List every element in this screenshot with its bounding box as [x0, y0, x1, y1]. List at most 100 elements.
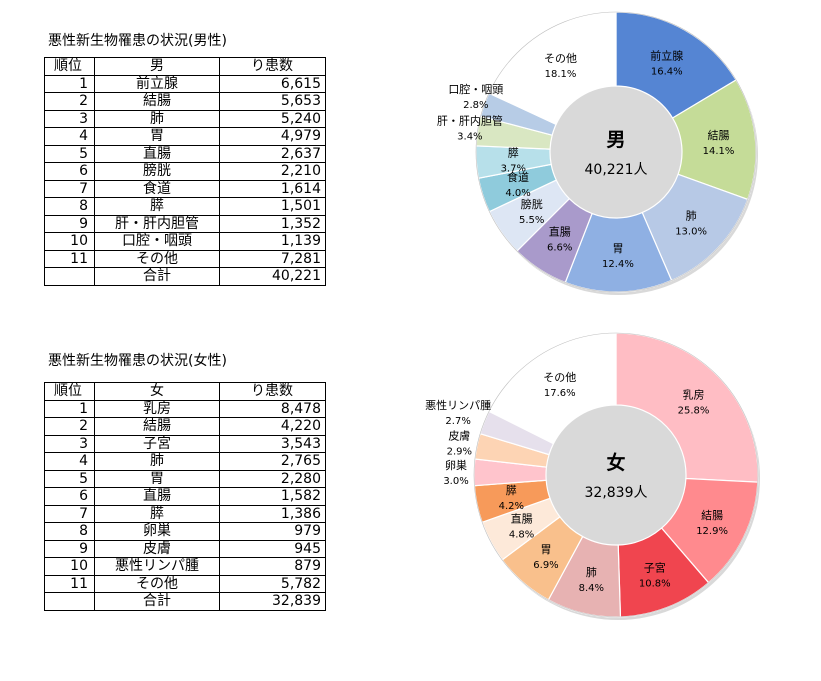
count-cell: 2,280 [219, 469, 326, 488]
table-total-row: 合計 40,221 [44, 267, 326, 286]
slice-label-3: 胃 [612, 242, 623, 255]
header-name: 女 [94, 382, 220, 401]
table-row: 3 肺 5,240 [44, 109, 326, 128]
site-cell: 膀胱 [94, 162, 220, 181]
count-cell: 1,352 [219, 214, 326, 233]
slice-value-6: 4.0% [505, 188, 530, 199]
slice-label-0: 前立腺 [650, 48, 683, 62]
table-row: 1 前立腺 6,615 [44, 74, 326, 93]
slice-value-4: 6.6% [547, 242, 572, 253]
slice-value-10: 17.6% [544, 388, 576, 399]
site-cell: 前立腺 [94, 74, 220, 93]
female-donut-chart: 女 32,839人 乳房 25.8% 結腸 12.9% 子宮 10.8% 肺 8.4% 胃 6.9% 直… [425, 332, 760, 620]
count-cell: 1,139 [219, 232, 326, 251]
table-row: 11 その他 5,782 [44, 574, 326, 593]
slice-value-7: 3.7% [501, 163, 526, 174]
slice-value-8: 2.9% [447, 447, 472, 458]
site-cell: その他 [94, 249, 220, 268]
site-cell: 結腸 [94, 92, 220, 111]
count-cell: 2,637 [219, 144, 326, 163]
slice-label-9: 口腔・咽頭 [448, 82, 503, 96]
slice-label-0: 乳房 [683, 388, 705, 401]
rank-cell: 11 [44, 249, 95, 268]
slice-value-5: 5.5% [519, 215, 544, 226]
rank-cell: 10 [44, 232, 95, 251]
site-cell: その他 [94, 574, 220, 593]
slice-value-6: 4.2% [499, 501, 524, 512]
count-cell: 1,614 [219, 179, 326, 198]
rank-cell: 3 [44, 109, 95, 128]
count-cell: 4,220 [219, 417, 326, 436]
count-cell: 8,478 [219, 399, 326, 418]
slice-value-10: 18.1% [545, 69, 577, 80]
slice-label-3: 肺 [586, 566, 597, 579]
count-cell: 5,653 [219, 92, 326, 111]
rank-cell: 10 [44, 557, 95, 576]
slice-label-2: 子宮 [644, 561, 666, 575]
count-cell: 1,501 [219, 197, 326, 216]
site-cell: 膵 [94, 197, 220, 216]
slice-label-2: 肺 [686, 210, 697, 223]
donut-center-value: 40,221人 [585, 162, 648, 178]
count-cell: 945 [219, 539, 326, 558]
table-row: 8 卵巣 979 [44, 522, 326, 541]
site-cell: 乳房 [94, 399, 220, 418]
header-rank: 順位 [44, 382, 95, 401]
count-cell: 7,281 [219, 249, 326, 268]
table-row: 2 結腸 5,653 [44, 92, 326, 111]
slice-value-5: 4.8% [509, 529, 534, 540]
slice-label-4: 直腸 [549, 224, 571, 238]
donut-center-label: 男 [606, 129, 625, 151]
table-row: 5 胃 2,280 [44, 469, 326, 488]
rank-cell [44, 267, 95, 286]
rank-cell: 1 [44, 74, 95, 93]
count-cell: 1,582 [219, 487, 326, 506]
table-row: 4 肺 2,765 [44, 452, 326, 471]
slice-label-10: その他 [543, 371, 576, 384]
slice-label-4: 胃 [540, 543, 551, 556]
count-cell: 5,240 [219, 109, 326, 128]
male-table-title: 悪性新生物罹患の状況(男性) [48, 33, 227, 49]
site-cell: 胃 [94, 127, 220, 146]
rank-cell: 7 [44, 179, 95, 198]
slice-label-8: 肝・肝内胆管 [437, 113, 503, 127]
count-cell: 4,979 [219, 127, 326, 146]
site-cell: 肺 [94, 109, 220, 128]
table-row: 2 結腸 4,220 [44, 417, 326, 436]
table-header-row: 順位 男 り患数 [44, 57, 326, 76]
slice-value-3: 12.4% [602, 259, 634, 270]
table-row: 4 胃 4,979 [44, 127, 326, 146]
slice-label-6: 膵 [506, 484, 517, 497]
table-row: 7 食道 1,614 [44, 179, 326, 198]
total-label: 合計 [94, 592, 220, 611]
slice-label-8: 皮膚 [448, 429, 470, 443]
slice-value-1: 12.9% [696, 526, 728, 537]
table-row: 10 悪性リンパ腫 879 [44, 557, 326, 576]
slice-value-8: 3.4% [457, 131, 482, 142]
site-cell: 胃 [94, 469, 220, 488]
rank-cell: 8 [44, 197, 95, 216]
table-row: 6 膀胱 2,210 [44, 162, 326, 181]
male-donut-chart: 男 40,221人 前立腺 16.4% 結腸 14.1% 肺 13.0% 胃 12.4% 直腸 6.6… [437, 11, 758, 295]
total-value: 40,221 [219, 267, 326, 286]
rank-cell: 2 [44, 417, 95, 436]
site-cell: 肝・肝内胆管 [94, 214, 220, 233]
header-rank: 順位 [44, 57, 95, 76]
header-count: り患数 [219, 382, 326, 401]
count-cell: 6,615 [219, 74, 326, 93]
slice-value-9: 2.7% [445, 416, 470, 427]
site-cell: 直腸 [94, 487, 220, 506]
male-incidence-table: 順位 男 り患数 1 前立腺 6,615 2 結腸 5,653 3 肺 5,240 4 胃 4,… [44, 57, 326, 286]
count-cell: 5,782 [219, 574, 326, 593]
rank-cell: 7 [44, 504, 95, 523]
rank-cell: 11 [44, 574, 95, 593]
rank-cell: 2 [44, 92, 95, 111]
rank-cell: 3 [44, 434, 95, 453]
slice-label-1: 結腸 [708, 128, 730, 142]
table-row: 5 直腸 2,637 [44, 144, 326, 163]
slice-label-9: 悪性リンパ腫 [425, 398, 491, 412]
site-cell: 子宮 [94, 434, 220, 453]
site-cell: 食道 [94, 179, 220, 198]
slice-value-2: 13.0% [675, 227, 707, 238]
table-row: 11 その他 7,281 [44, 249, 326, 268]
